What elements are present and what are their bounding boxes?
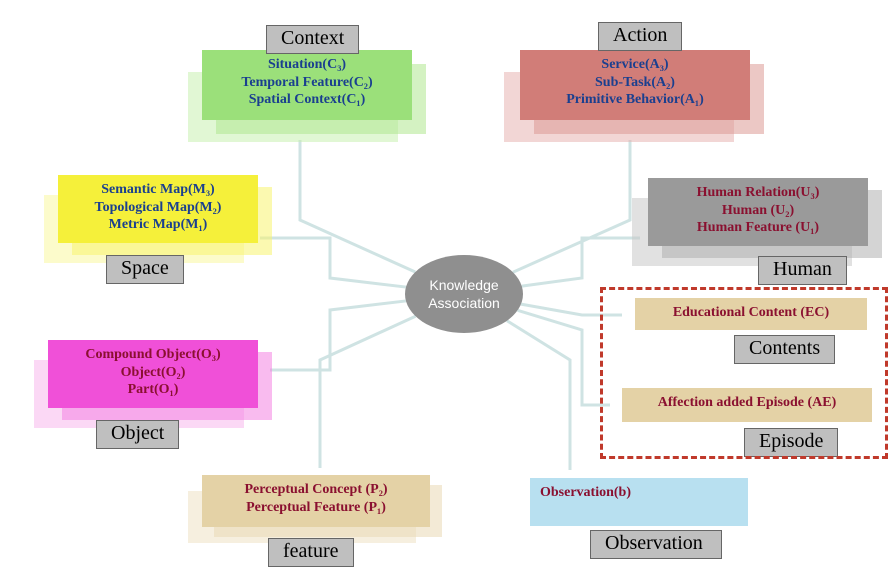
node-object-line-1: Object(O₂)	[58, 364, 248, 382]
node-space-line-2: Metric Map(M₁)	[68, 216, 248, 234]
connector-context	[300, 140, 415, 272]
node-context-card: Situation(C₃)Temporal Feature(C₂)Spatial…	[202, 50, 412, 120]
node-context-title: Context	[266, 25, 359, 54]
highlight-dashed-box	[600, 287, 888, 459]
diagram-root: { "canvas": { "w": 895, "h": 572, "bg": …	[0, 0, 895, 572]
connector-feature	[320, 316, 416, 468]
node-object-title: Object	[96, 420, 179, 449]
node-action-card: Service(A₃)Sub-Task(A₂)Primitive Behavio…	[520, 50, 750, 120]
node-action-line-0: Service(A₃)	[530, 56, 740, 74]
node-space-line-0: Semantic Map(M₃)	[68, 181, 248, 199]
node-space-card: Semantic Map(M₃)Topological Map(M₂)Metri…	[58, 175, 258, 243]
node-object-card: Compound Object(O₃)Object(O₂)Part(O₁)	[48, 340, 258, 408]
node-human-line-2: Human Feature (U₁)	[658, 219, 858, 237]
node-space-line-1: Topological Map(M₂)	[68, 199, 248, 217]
connector-action	[513, 140, 630, 272]
node-feature-line-0: Perceptual Concept (P₂)	[212, 481, 420, 499]
connector-object	[270, 301, 406, 370]
connector-episode	[518, 310, 610, 405]
node-observation-card: Observation(b)	[530, 478, 748, 526]
center-label-1: Knowledge	[429, 277, 498, 293]
center-label-2: Association	[428, 295, 500, 311]
node-human-line-0: Human Relation(U₃)	[658, 184, 858, 202]
node-space-title: Space	[106, 255, 184, 284]
node-feature-title: feature	[268, 538, 354, 567]
connector-space	[260, 238, 406, 287]
connector-human	[522, 238, 640, 286]
node-action-title: Action	[598, 22, 682, 51]
node-human-line-1: Human (U₂)	[658, 202, 858, 220]
node-feature-line-1: Perceptual Feature (P₁)	[212, 499, 420, 517]
node-observation-title: Observation	[590, 530, 722, 559]
node-object-line-2: Part(O₁)	[58, 381, 248, 399]
node-observation-line-0: Observation(b)	[540, 484, 738, 502]
node-action-line-2: Primitive Behavior(A₁)	[530, 91, 740, 109]
node-context-line-1: Temporal Feature(C₂)	[212, 74, 402, 92]
node-action-line-1: Sub-Task(A₂)	[530, 74, 740, 92]
node-feature-card: Perceptual Concept (P₂)Perceptual Featur…	[202, 475, 430, 527]
node-context-line-0: Situation(C₃)	[212, 56, 402, 74]
center-knowledge-association: Knowledge Association	[405, 255, 523, 333]
node-human-card: Human Relation(U₃)Human (U₂)Human Featur…	[648, 178, 868, 246]
node-context-line-2: Spatial Context(C₁)	[212, 91, 402, 109]
node-object-line-0: Compound Object(O₃)	[58, 346, 248, 364]
node-human-title: Human	[758, 256, 847, 285]
connector-observation	[507, 321, 570, 470]
